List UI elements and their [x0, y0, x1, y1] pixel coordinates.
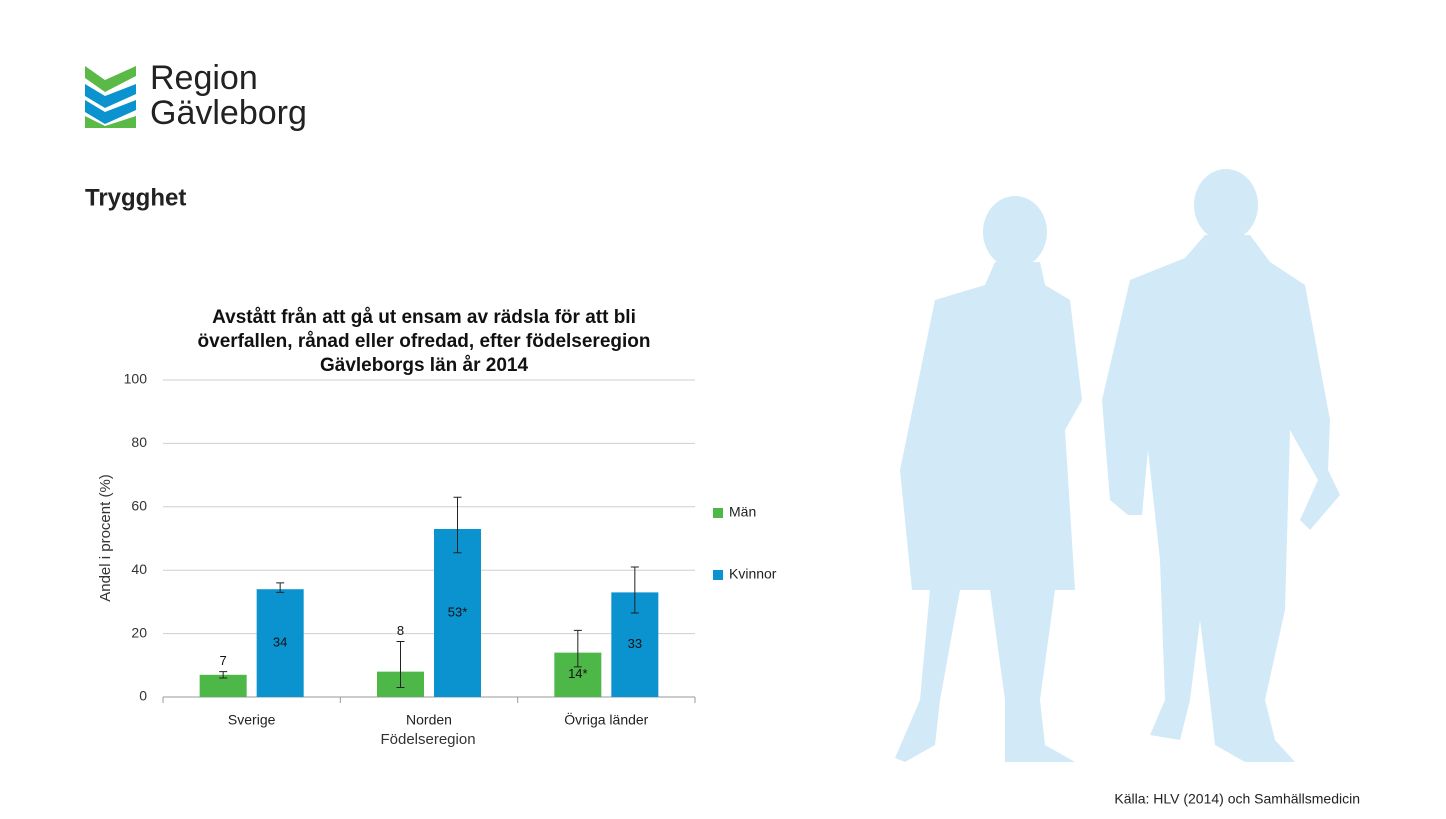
chart: Avstått från att gå ut ensam av rädsla f…	[97, 307, 777, 748]
error-bar	[219, 671, 228, 679]
y-tick-label: 20	[131, 624, 147, 640]
silhouettes	[895, 169, 1340, 762]
bar	[434, 528, 481, 697]
data-label: 7	[220, 653, 227, 668]
data-label: 33	[628, 636, 642, 651]
logo-text: Region	[150, 59, 258, 97]
error-bar	[630, 566, 639, 614]
data-label: 53*	[448, 604, 468, 619]
data-label: 14*	[568, 666, 588, 681]
y-tick-label: 0	[139, 688, 147, 704]
error-bar	[396, 641, 405, 688]
y-tick-label: 60	[131, 498, 147, 514]
chart-title: överfallen, rånad eller ofredad, efter f…	[198, 331, 651, 352]
x-tick-label: Norden	[406, 712, 452, 728]
legend-swatch	[713, 508, 723, 518]
error-bar	[453, 496, 462, 554]
bar	[256, 589, 304, 697]
x-axis-label: Födelseregion	[380, 731, 475, 748]
legend-label: Kvinnor	[729, 566, 777, 582]
error-bar	[276, 582, 285, 593]
logo-text: Gävleborg	[150, 94, 307, 132]
data-label: 34	[273, 635, 287, 650]
chart-title: Gävleborgs län år 2014	[320, 355, 528, 376]
chart-title: Avstått från att gå ut ensam av rädsla f…	[212, 307, 636, 328]
data-label: 8	[397, 623, 404, 638]
x-tick-label: Sverige	[228, 712, 276, 728]
logo-mark	[85, 66, 136, 128]
y-tick-label: 40	[131, 561, 147, 577]
bar	[199, 674, 247, 697]
source: Källa: HLV (2014) och Samhällsmedicin	[1114, 791, 1360, 807]
x-tick-label: Övriga länder	[564, 711, 648, 728]
legend-label: Män	[729, 504, 756, 520]
heading: Trygghet	[85, 184, 186, 211]
y-tick-label: 80	[131, 434, 147, 450]
y-tick-label: 100	[124, 371, 148, 387]
error-bar	[573, 629, 582, 668]
legend-swatch	[713, 570, 723, 580]
y-axis-label: Andel i procent (%)	[97, 474, 114, 602]
